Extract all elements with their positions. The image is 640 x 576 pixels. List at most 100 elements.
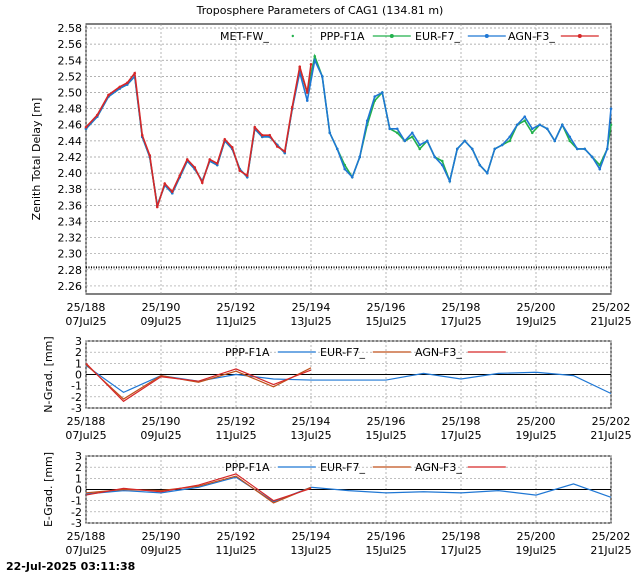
y-tick-label: 2.40	[58, 167, 83, 180]
data-point	[485, 171, 489, 175]
data-point	[118, 85, 122, 89]
data-point	[343, 167, 347, 171]
data-point	[590, 155, 594, 159]
series-line	[85, 364, 312, 400]
x-tick-date-label: 21Jul25	[590, 544, 631, 557]
x-tick-label: 25/196	[367, 301, 406, 314]
data-point	[230, 146, 234, 149]
legend-label: AGN-F3_	[415, 461, 462, 474]
y-tick-label: 2.26	[58, 280, 83, 293]
legend-label: EUR-F7_	[415, 30, 460, 43]
data-point	[185, 158, 189, 161]
y-tick-label: 2.46	[58, 119, 83, 132]
data-point	[418, 143, 422, 147]
x-tick-date-label: 11Jul25	[215, 315, 256, 328]
series-agn-f3-	[85, 473, 312, 502]
series-line	[85, 64, 312, 208]
data-point	[313, 54, 317, 58]
data-point	[193, 166, 197, 169]
x-tick-date-label: 17Jul25	[440, 429, 481, 442]
x-tick-label: 25/200	[517, 415, 556, 428]
data-point	[107, 93, 110, 97]
data-point	[410, 131, 414, 135]
y-axis-label: Zenith Total Delay [m]	[30, 98, 43, 221]
chart-title: Troposphere Parameters of CAG1 (134.81 m…	[196, 4, 444, 17]
data-point	[133, 71, 137, 75]
y-tick-label: -2	[71, 391, 82, 404]
data-point	[463, 139, 467, 143]
x-tick-label: 25/198	[442, 530, 481, 543]
data-point	[530, 127, 534, 131]
x-tick-date-label: 07Jul25	[65, 429, 106, 442]
data-point	[523, 119, 527, 123]
data-point	[410, 135, 414, 139]
legend-label: EUR-F7_	[320, 461, 365, 474]
legend-label: AGN-F3_	[415, 346, 462, 359]
data-point	[178, 174, 182, 177]
x-tick-date-label: 13Jul25	[290, 429, 331, 442]
legend-label: PPP-F1A	[320, 30, 365, 43]
data-point	[163, 182, 167, 185]
x-tick-date-label: 13Jul25	[290, 315, 331, 328]
y-tick-label: 2.52	[58, 70, 83, 83]
legend-label: PPP-F1A	[225, 346, 270, 359]
data-point	[350, 175, 354, 179]
x-tick-label: 25/188	[67, 530, 106, 543]
data-point	[545, 127, 549, 131]
x-tick-label: 25/190	[142, 301, 181, 314]
y-axis-label: E-Grad. [mm]	[42, 452, 55, 527]
series-agn-f3-	[84, 62, 313, 209]
data-point	[275, 145, 279, 148]
y-tick-label: 0	[75, 484, 82, 497]
data-point	[215, 162, 219, 165]
series-line	[85, 473, 312, 502]
x-tick-date-label: 15Jul25	[365, 544, 406, 557]
data-point	[245, 174, 249, 177]
y-tick-label: 2.58	[58, 22, 83, 35]
data-point	[425, 139, 429, 143]
data-point	[403, 139, 407, 143]
y-tick-label: -1	[71, 495, 82, 508]
legend-entry: EUR-F7_	[320, 461, 411, 474]
y-tick-label: 2	[75, 346, 82, 359]
x-tick-date-label: 15Jul25	[365, 429, 406, 442]
data-point	[380, 91, 384, 94]
legend-entry: AGN-F3_	[508, 30, 599, 43]
x-tick-date-label: 21Jul25	[590, 315, 631, 328]
legend-entry: PPP-F1A	[225, 461, 316, 474]
data-point	[283, 150, 287, 153]
data-point	[298, 65, 302, 69]
data-point	[418, 147, 422, 151]
x-tick-label: 25/190	[142, 415, 181, 428]
x-tick-label: 25/198	[442, 301, 481, 314]
data-point	[208, 158, 212, 161]
data-point	[523, 115, 527, 118]
x-tick-label: 25/188	[67, 415, 106, 428]
legend-entry: PPP-F1A	[320, 30, 411, 43]
data-point	[568, 139, 572, 143]
data-point	[125, 81, 129, 85]
x-tick-date-label: 19Jul25	[515, 315, 556, 328]
data-point	[395, 127, 399, 131]
data-point	[365, 119, 369, 123]
data-point	[305, 91, 309, 94]
data-point	[313, 58, 317, 62]
y-tick-label: 1	[75, 357, 82, 370]
x-tick-date-label: 07Jul25	[65, 315, 106, 328]
x-tick-label: 25/200	[517, 530, 556, 543]
y-tick-label: 2	[75, 461, 82, 474]
legend-entry: EUR-F7_	[415, 30, 506, 43]
data-point	[148, 154, 152, 157]
y-tick-label: 2.54	[58, 54, 83, 67]
series-eur-f7-	[85, 364, 312, 400]
x-tick-label: 25/192	[217, 301, 256, 314]
legend-entry: AGN-F3_	[415, 461, 506, 474]
y-tick-label: 2.50	[58, 87, 83, 100]
legend-label: EUR-F7_	[320, 346, 365, 359]
data-point	[388, 127, 392, 131]
legend-swatch-marker	[389, 34, 394, 38]
timestamp: 22-Jul-2025 03:11:38	[6, 560, 136, 573]
y-tick-label: 2.36	[58, 199, 83, 212]
legend-entry: AGN-F3_	[415, 346, 506, 359]
